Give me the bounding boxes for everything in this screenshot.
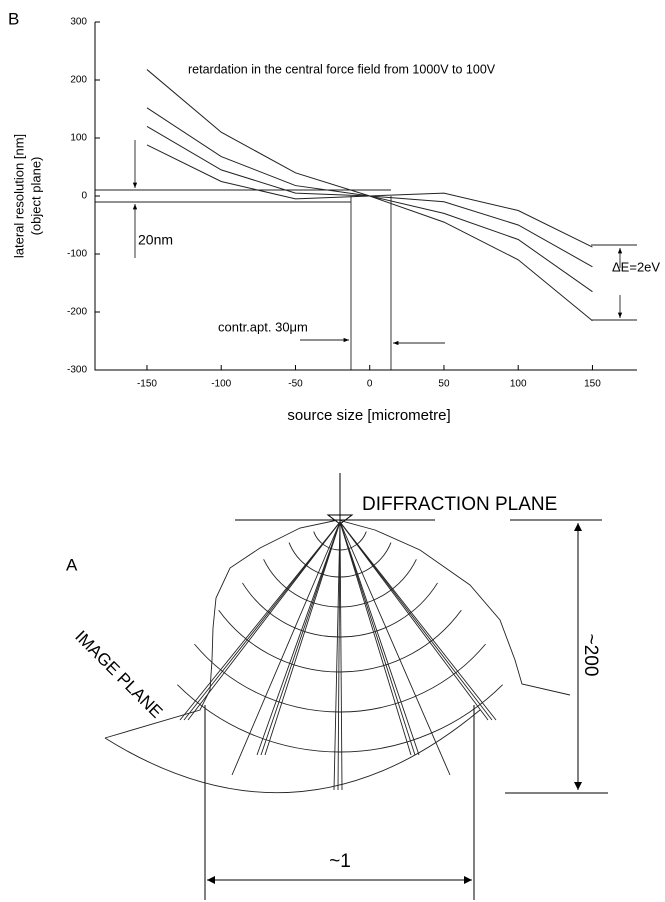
rays: [177, 521, 503, 791]
dimension-lines: [204, 473, 608, 900]
x-tick-label: -150: [137, 379, 157, 390]
image-plane: [104, 709, 481, 794]
ray: [179, 521, 341, 721]
ray: [187, 521, 341, 721]
annotation: 20nm: [138, 232, 173, 248]
x-tick-label: 50: [438, 379, 450, 390]
ray: [264, 521, 341, 756]
series-line: [146, 125, 593, 268]
ray: [339, 521, 420, 756]
annotation-lines: [95, 140, 637, 370]
wavefront: [177, 684, 503, 753]
series-line: [146, 107, 593, 293]
ray: [339, 521, 343, 791]
y-tick-label: 300: [70, 17, 87, 28]
ray: [333, 521, 341, 791]
x-tick-label: 100: [510, 379, 527, 390]
ray: [231, 521, 341, 776]
ray: [256, 521, 341, 756]
x-axis-label: source size [micrometre]: [287, 407, 450, 424]
x-tick-label: -100: [211, 379, 231, 390]
x-tick-label: 150: [584, 379, 601, 390]
series-line: [146, 69, 593, 322]
chart-b: B retardation in the central force field…: [8, 9, 660, 423]
y-tick-label: -200: [67, 307, 87, 318]
ray: [337, 521, 341, 791]
ray: [339, 521, 497, 721]
y-axis-label: (object plane): [28, 157, 43, 236]
series-line: [146, 144, 593, 248]
y-tick-label: 100: [70, 133, 87, 144]
ray: [339, 521, 489, 721]
y-tick-label: 0: [81, 191, 87, 202]
wavefront: [263, 559, 417, 608]
annotation: retardation in the central force field f…: [188, 62, 496, 76]
y-tick-label: 200: [70, 75, 87, 86]
label: IMAGE PLANE: [71, 627, 166, 722]
ray: [339, 521, 416, 756]
annotation: ΔE=2eV: [612, 259, 660, 274]
y-tick-label: -300: [67, 365, 87, 376]
panel-label: A: [66, 555, 78, 574]
label: DIFFRACTION PLANE: [362, 494, 557, 515]
diagram-a: A DIFFRACTION PLANE ~200 IMAGE PLANE ~1: [66, 473, 608, 900]
wavefront: [218, 609, 462, 673]
ray: [339, 521, 412, 756]
x-tick-label: 0: [367, 379, 373, 390]
panel-label: B: [8, 9, 19, 28]
ray: [183, 521, 341, 721]
label: ~200: [580, 634, 601, 677]
wavefront: [194, 643, 486, 713]
envelope: [104, 519, 571, 739]
label: ~1: [329, 851, 351, 872]
annotation: contr.apt. 30μm: [218, 319, 308, 334]
y-axis-label: lateral resolution [nm]: [11, 134, 26, 258]
x-tick-label: -50: [288, 379, 303, 390]
ray: [339, 521, 493, 721]
y-tick-label: -100: [67, 249, 87, 260]
ray: [260, 521, 341, 756]
wavefront: [242, 582, 438, 638]
ray: [339, 521, 451, 776]
